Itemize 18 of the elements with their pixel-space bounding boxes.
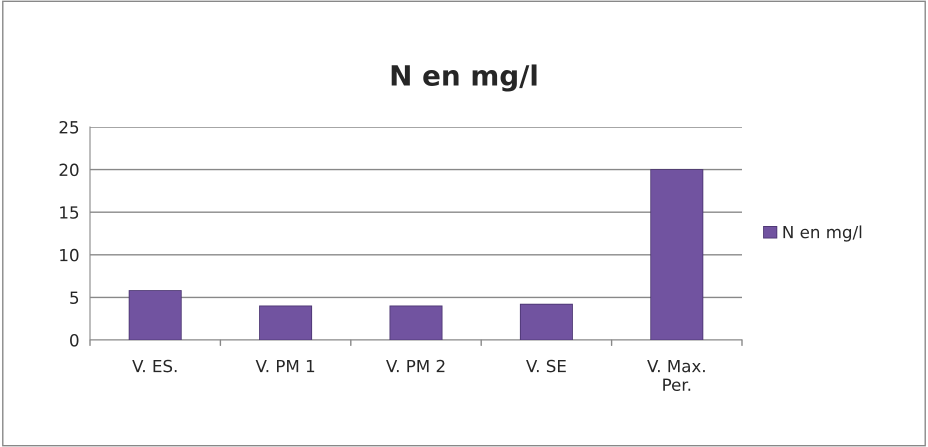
y-tick-label: 5 (70, 292, 78, 304)
bar (520, 304, 573, 340)
bar (259, 306, 312, 340)
bar (650, 169, 704, 340)
x-tick-label: V. SE (526, 360, 566, 372)
y-tick-label: 15 (60, 206, 78, 219)
y-tick-label: 25 (60, 120, 78, 134)
bar (128, 290, 182, 340)
x-tick-label: V. PM 1 (256, 360, 314, 372)
chart-title: N en mg/l (392, 64, 537, 92)
y-tick-label: 0 (70, 334, 78, 347)
x-tick-label: V. PM 2 (386, 360, 444, 372)
bar (390, 306, 442, 340)
x-tick-label: V. Max. Per. (647, 360, 705, 392)
x-tick-label: V. ES. (132, 360, 177, 372)
y-tick-label: 10 (60, 248, 78, 262)
y-tick-label: 20 (60, 164, 78, 176)
legend-label: N en mg/l (783, 225, 862, 242)
